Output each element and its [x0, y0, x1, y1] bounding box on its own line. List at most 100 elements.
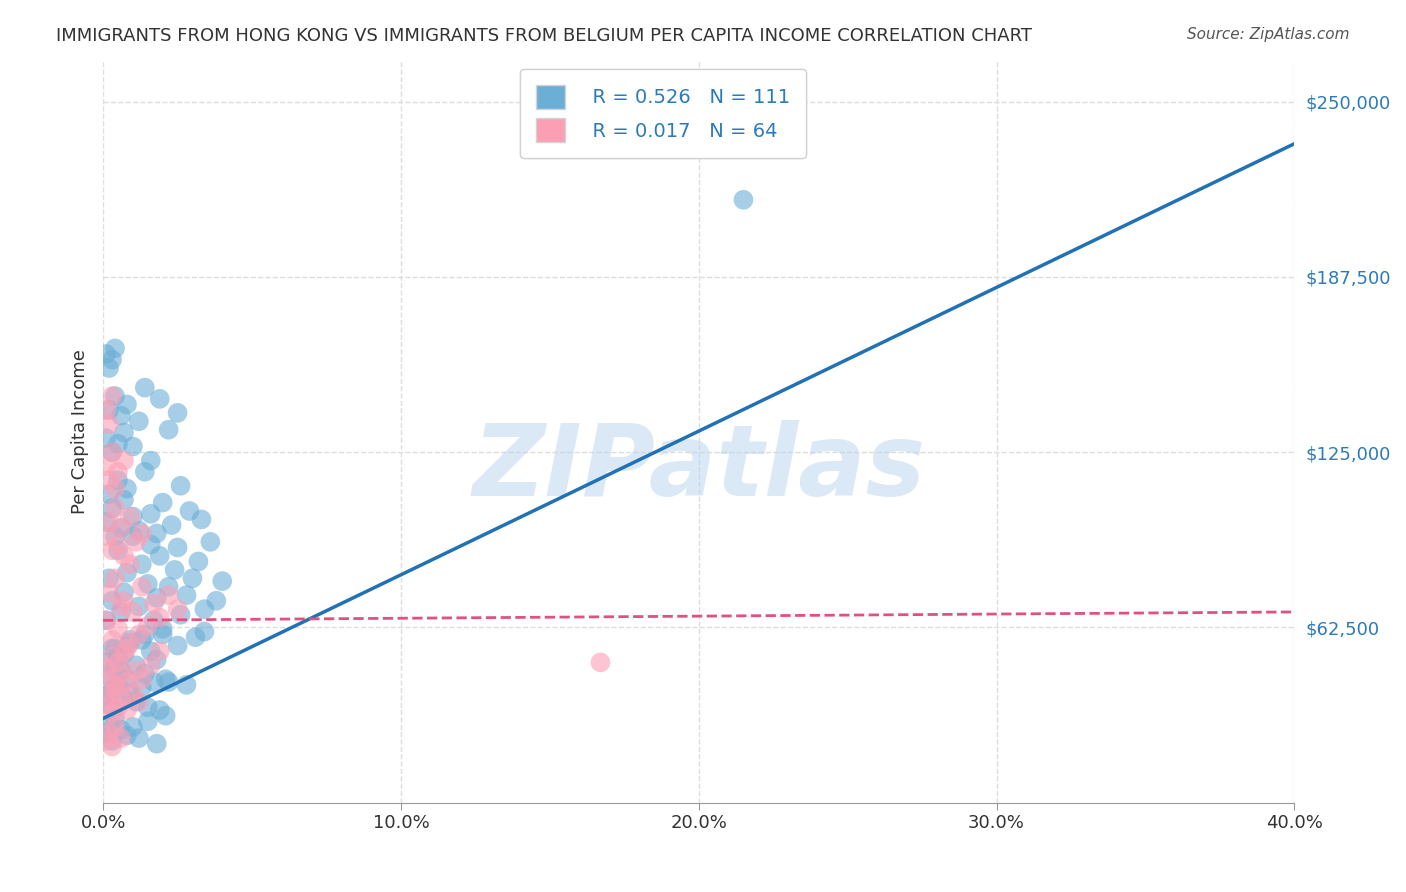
- Point: [104, 482, 127, 496]
- Point: [166, 602, 188, 616]
- Point: [112, 453, 135, 467]
- Point: [104, 342, 127, 356]
- Point: [149, 644, 172, 658]
- Point: [145, 737, 167, 751]
- Point: [142, 597, 165, 611]
- Point: [139, 658, 162, 673]
- Point: [179, 504, 201, 518]
- Point: [131, 558, 153, 572]
- Point: [128, 627, 150, 641]
- Point: [107, 700, 129, 714]
- Point: [128, 695, 150, 709]
- Point: [104, 683, 127, 698]
- Point: [101, 641, 124, 656]
- Point: [94, 529, 117, 543]
- Point: [193, 602, 215, 616]
- Point: [112, 593, 135, 607]
- Point: [110, 723, 132, 737]
- Point: [157, 580, 180, 594]
- Point: [112, 585, 135, 599]
- Point: [155, 672, 177, 686]
- Point: [181, 571, 204, 585]
- Point: [98, 571, 121, 585]
- Point: [118, 632, 141, 647]
- Point: [101, 445, 124, 459]
- Point: [142, 675, 165, 690]
- Point: [118, 636, 141, 650]
- Point: [101, 543, 124, 558]
- Point: [118, 558, 141, 572]
- Point: [139, 453, 162, 467]
- Point: [110, 409, 132, 423]
- Point: [98, 725, 121, 739]
- Point: [115, 672, 138, 686]
- Point: [122, 509, 145, 524]
- Point: [163, 563, 186, 577]
- Point: [98, 417, 121, 431]
- Point: [205, 593, 228, 607]
- Point: [169, 479, 191, 493]
- Point: [110, 599, 132, 614]
- Point: [104, 571, 127, 585]
- Point: [115, 641, 138, 656]
- Point: [115, 397, 138, 411]
- Point: [110, 605, 132, 619]
- Point: [94, 613, 117, 627]
- Point: [128, 731, 150, 745]
- Point: [98, 717, 121, 731]
- Point: [160, 518, 183, 533]
- Point: [128, 524, 150, 538]
- Point: [112, 691, 135, 706]
- Point: [101, 445, 124, 459]
- Point: [101, 352, 124, 367]
- Point: [149, 703, 172, 717]
- Point: [94, 734, 117, 748]
- Point: [94, 403, 117, 417]
- Point: [107, 678, 129, 692]
- Point: [142, 613, 165, 627]
- Point: [107, 473, 129, 487]
- Point: [131, 681, 153, 695]
- Point: [110, 691, 132, 706]
- Point: [152, 495, 174, 509]
- Point: [193, 624, 215, 639]
- Point: [125, 695, 148, 709]
- Point: [101, 739, 124, 754]
- Point: [131, 580, 153, 594]
- Point: [94, 515, 117, 529]
- Point: [98, 585, 121, 599]
- Point: [149, 610, 172, 624]
- Point: [104, 711, 127, 725]
- Point: [110, 664, 132, 678]
- Point: [118, 509, 141, 524]
- Point: [104, 661, 127, 675]
- Point: [187, 554, 209, 568]
- Point: [136, 700, 159, 714]
- Point: [118, 686, 141, 700]
- Point: [110, 521, 132, 535]
- Point: [190, 512, 212, 526]
- Point: [98, 698, 121, 712]
- Point: [134, 381, 156, 395]
- Point: [211, 574, 233, 588]
- Point: [104, 529, 127, 543]
- Point: [101, 593, 124, 607]
- Point: [157, 423, 180, 437]
- Point: [98, 473, 121, 487]
- Point: [136, 619, 159, 633]
- Point: [101, 649, 124, 664]
- Point: [136, 577, 159, 591]
- Point: [176, 588, 198, 602]
- Point: [94, 459, 117, 474]
- Point: [112, 549, 135, 563]
- Point: [139, 538, 162, 552]
- Point: [107, 436, 129, 450]
- Point: [149, 392, 172, 406]
- Point: [115, 675, 138, 690]
- Point: [104, 501, 127, 516]
- Point: [145, 526, 167, 541]
- Point: [110, 731, 132, 745]
- Point: [98, 669, 121, 683]
- Point: [169, 607, 191, 622]
- Point: [122, 529, 145, 543]
